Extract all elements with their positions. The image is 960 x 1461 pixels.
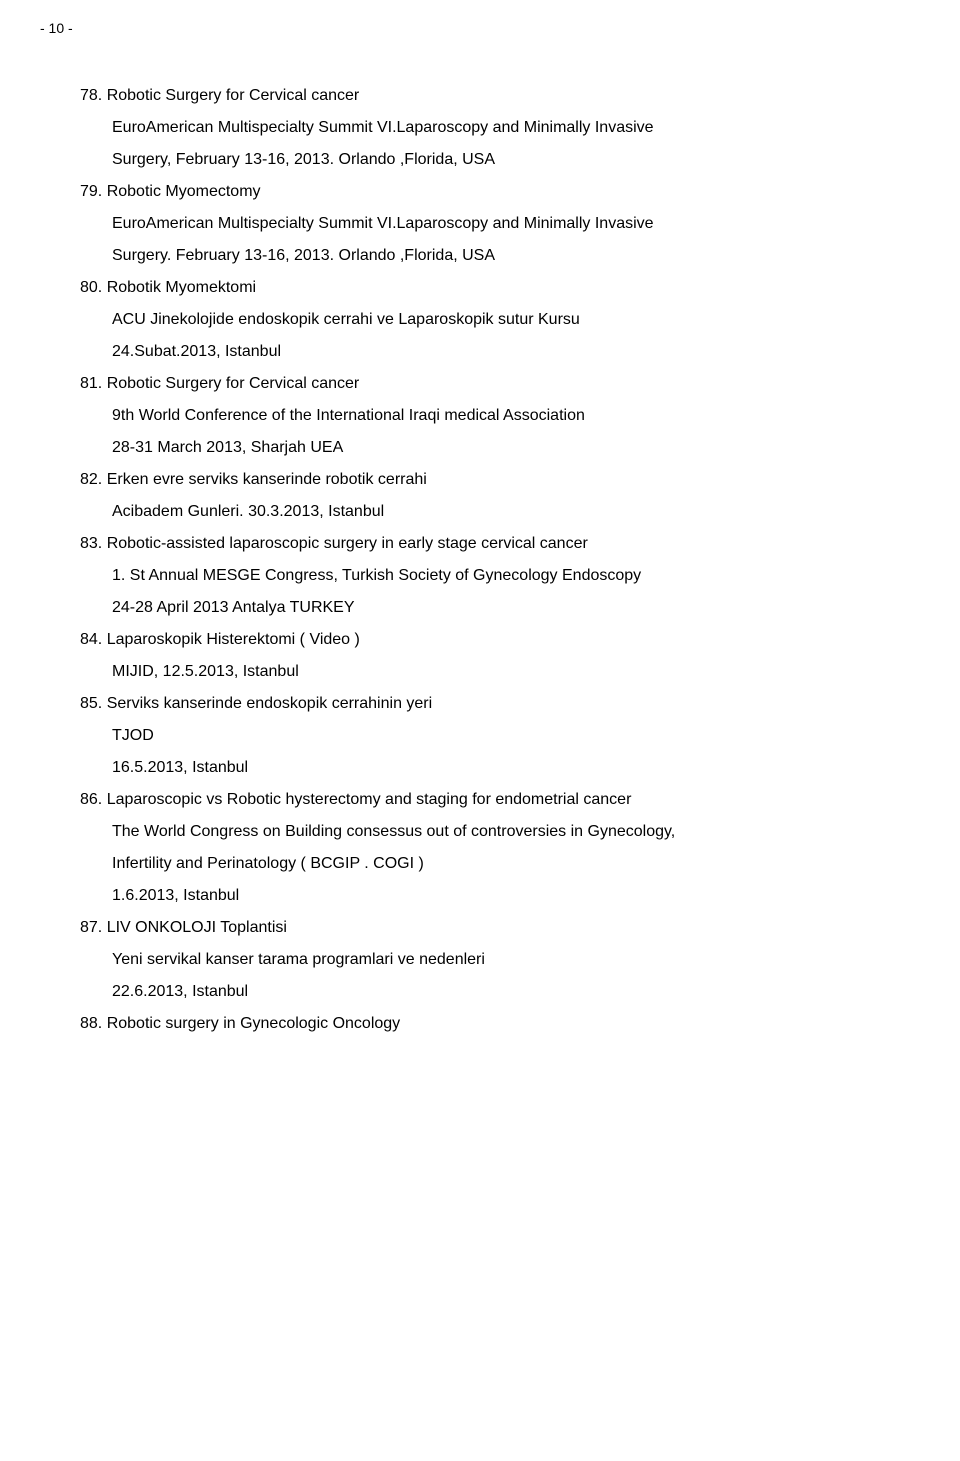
list-item-title: 86. Laparoscopic vs Robotic hysterectomy… xyxy=(80,784,910,816)
list-item-title: 79. Robotic Myomectomy xyxy=(80,176,910,208)
list-item-title-text: Robotic surgery in Gynecologic Oncology xyxy=(102,1015,400,1032)
list-item-number: 80. xyxy=(80,279,102,296)
list-item-title: 82. Erken evre serviks kanserinde roboti… xyxy=(80,464,910,496)
list-item-title-text: Erken evre serviks kanserinde robotik ce… xyxy=(102,471,427,488)
list-item-number: 81. xyxy=(80,375,102,392)
list-item-title-text: Robotik Myomektomi xyxy=(102,279,256,296)
page-number: - 10 - xyxy=(40,20,73,36)
list-item-detail: EuroAmerican Multispecialty Summit VI.La… xyxy=(80,112,910,144)
list-item-number: 84. xyxy=(80,631,102,648)
content-area: 78. Robotic Surgery for Cervical cancerE… xyxy=(80,80,910,1040)
list-item-number: 78. xyxy=(80,87,102,104)
list-item-number: 88. xyxy=(80,1015,102,1032)
list-item-detail: 24.Subat.2013, Istanbul xyxy=(80,336,910,368)
list-item-title-text: Robotic Surgery for Cervical cancer xyxy=(102,375,359,392)
list-item-title-text: Laparoscopic vs Robotic hysterectomy and… xyxy=(102,791,631,808)
list-item-number: 86. xyxy=(80,791,102,808)
list-item-number: 83. xyxy=(80,535,102,552)
list-item-title-text: Laparoskopik Histerektomi ( Video ) xyxy=(102,631,360,648)
list-item-detail: 1.6.2013, Istanbul xyxy=(80,880,910,912)
list-item-title: 85. Serviks kanserinde endoskopik cerrah… xyxy=(80,688,910,720)
list-item-detail: 16.5.2013, Istanbul xyxy=(80,752,910,784)
list-item-title: 84. Laparoskopik Histerektomi ( Video ) xyxy=(80,624,910,656)
list-item-detail: 24-28 April 2013 Antalya TURKEY xyxy=(80,592,910,624)
list-item-number: 85. xyxy=(80,695,102,712)
list-item-detail: TJOD xyxy=(80,720,910,752)
list-item-title: 81. Robotic Surgery for Cervical cancer xyxy=(80,368,910,400)
list-item-detail: 9th World Conference of the Internationa… xyxy=(80,400,910,432)
list-item-detail: The World Congress on Building consessus… xyxy=(80,816,910,848)
list-item-detail: 28-31 March 2013, Sharjah UEA xyxy=(80,432,910,464)
list-item-title: 78. Robotic Surgery for Cervical cancer xyxy=(80,80,910,112)
list-item-detail: EuroAmerican Multispecialty Summit VI.La… xyxy=(80,208,910,240)
list-item-title: 87. LIV ONKOLOJI Toplantisi xyxy=(80,912,910,944)
list-item-detail: Infertility and Perinatology ( BCGIP . C… xyxy=(80,848,910,880)
list-item-detail: 22.6.2013, Istanbul xyxy=(80,976,910,1008)
list-item-detail: Acibadem Gunleri. 30.3.2013, Istanbul xyxy=(80,496,910,528)
list-item-detail: ACU Jinekolojide endoskopik cerrahi ve L… xyxy=(80,304,910,336)
list-item-title: 80. Robotik Myomektomi xyxy=(80,272,910,304)
list-item-detail: Yeni servikal kanser tarama programlari … xyxy=(80,944,910,976)
list-item-title-text: Serviks kanserinde endoskopik cerrahinin… xyxy=(102,695,432,712)
list-item-number: 87. xyxy=(80,919,102,936)
list-item-title-text: LIV ONKOLOJI Toplantisi xyxy=(102,919,287,936)
list-item-number: 82. xyxy=(80,471,102,488)
list-item-number: 79. xyxy=(80,183,102,200)
list-item-detail: Surgery. February 13-16, 2013. Orlando ,… xyxy=(80,240,910,272)
list-item-detail: 1. St Annual MESGE Congress, Turkish Soc… xyxy=(80,560,910,592)
list-item-title: 88. Robotic surgery in Gynecologic Oncol… xyxy=(80,1008,910,1040)
list-item-title: 83. Robotic-assisted laparoscopic surger… xyxy=(80,528,910,560)
list-item-detail: MIJID, 12.5.2013, Istanbul xyxy=(80,656,910,688)
list-item-detail: Surgery, February 13-16, 2013. Orlando ,… xyxy=(80,144,910,176)
list-item-title-text: Robotic-assisted laparoscopic surgery in… xyxy=(102,535,588,552)
list-item-title-text: Robotic Surgery for Cervical cancer xyxy=(102,87,359,104)
document-page: - 10 - 78. Robotic Surgery for Cervical … xyxy=(0,0,960,1461)
list-item-title-text: Robotic Myomectomy xyxy=(102,183,260,200)
